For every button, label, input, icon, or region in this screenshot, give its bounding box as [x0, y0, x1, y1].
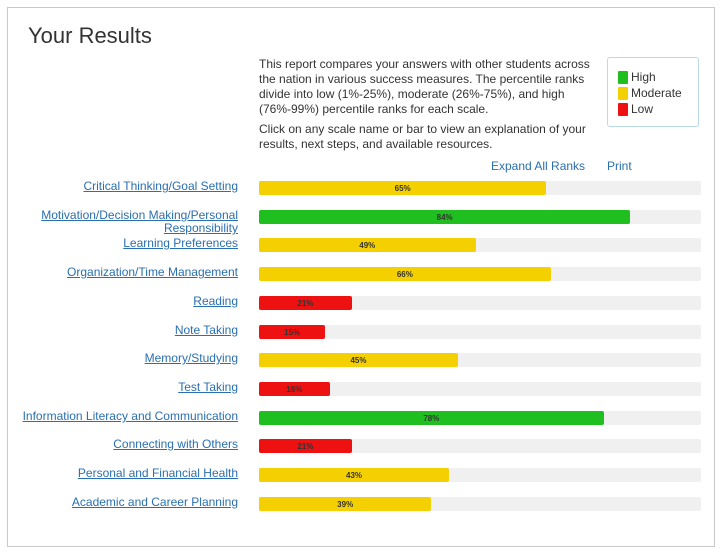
legend-swatch-low [618, 102, 628, 116]
scale-bar-fill[interactable]: 21% [259, 439, 352, 453]
scale-percent-label: 66% [396, 269, 413, 279]
scale-name-link[interactable]: Learning Preferences [123, 236, 238, 250]
scale-bar-fill[interactable]: 43% [259, 468, 450, 482]
scale-percent-label: 45% [350, 355, 367, 365]
scale-bar-fill[interactable]: 39% [259, 497, 432, 511]
scale-name-link[interactable]: Note Taking [174, 323, 238, 337]
scale-name-link[interactable]: Critical Thinking/Goal Setting [83, 179, 238, 193]
legend-swatch-high [618, 70, 628, 84]
scale-row: Motivation/Decision Making/Personal Resp… [8, 203, 716, 235]
scale-name-link[interactable]: Reading [193, 294, 238, 308]
scale-percent-label: 65% [394, 183, 411, 193]
intro-paragraph-1: This report compares your answers with o… [259, 57, 590, 116]
page-title: Your Results [28, 23, 152, 48]
legend: High Moderate Low [607, 57, 699, 127]
scale-row: Reading 21% [8, 289, 716, 317]
scale-bar-track[interactable]: 15% [259, 325, 701, 339]
scale-bar-track[interactable]: 49% [259, 238, 701, 252]
scale-row: Learning Preferences 49% [8, 231, 716, 259]
scale-row: Academic and Career Planning 39% [8, 490, 716, 518]
scale-row: Note Taking 15% [8, 318, 716, 346]
scale-name-link[interactable]: Connecting with Others [113, 437, 238, 451]
scale-name-link[interactable]: Information Literacy and Communication [22, 409, 238, 423]
scale-percent-label: 21% [297, 441, 314, 451]
scale-bar-fill[interactable]: 15% [259, 325, 326, 339]
legend-item-moderate: Moderate [618, 85, 698, 101]
scale-name-link[interactable]: Organization/Time Management [67, 265, 238, 279]
legend-label-high: High [631, 70, 656, 84]
scale-name-link[interactable]: Academic and Career Planning [71, 495, 238, 509]
scale-name-link[interactable]: Memory/Studying [144, 351, 238, 365]
results-panel: Your Results This report compares your a… [7, 7, 715, 547]
scale-bar-fill[interactable]: 16% [259, 382, 330, 396]
scale-bar-track[interactable]: 66% [259, 267, 701, 281]
intro-paragraph-2: Click on any scale name or bar to view a… [259, 122, 586, 151]
scale-name-link[interactable]: Test Taking [178, 380, 238, 394]
scale-row: Information Literacy and Communication 78… [8, 404, 716, 432]
scale-bar-track[interactable]: 45% [259, 353, 701, 367]
scale-row: Connecting with Others 21% [8, 432, 716, 460]
scale-bar-track[interactable]: 21% [259, 439, 701, 453]
legend-label-moderate: Moderate [631, 86, 682, 100]
scale-row: Memory/Studying 45% [8, 346, 716, 374]
legend-label-low: Low [631, 102, 654, 116]
scale-bar-fill[interactable]: 84% [259, 210, 631, 224]
scale-percent-label: 16% [286, 384, 303, 394]
scale-percent-label: 39% [337, 499, 354, 509]
scale-row: Test Taking 16% [8, 375, 716, 403]
scale-bar-track[interactable]: 78% [259, 411, 701, 425]
scale-bar-fill[interactable]: 49% [259, 238, 476, 252]
scale-name-link[interactable]: Personal and Financial Health [77, 466, 238, 480]
legend-swatch-moderate [618, 86, 628, 100]
scale-bar-fill[interactable]: 66% [259, 267, 551, 281]
legend-item-high: High [618, 69, 698, 85]
scale-bar-track[interactable]: 84% [259, 210, 701, 224]
scale-row: Organization/Time Management 66% [8, 260, 716, 288]
scale-bar-track[interactable]: 16% [259, 382, 701, 396]
legend-item-low: Low [618, 101, 698, 117]
scale-bar-fill[interactable]: 65% [259, 181, 547, 195]
scale-percent-label: 84% [436, 212, 453, 222]
scale-row: Personal and Financial Health 43% [8, 461, 716, 489]
scale-bar-track[interactable]: 21% [259, 296, 701, 310]
scale-bar-fill[interactable]: 45% [259, 353, 458, 367]
scale-percent-label: 15% [284, 327, 301, 337]
scale-bar-track[interactable]: 65% [259, 181, 701, 195]
intro-text: This report compares your answers with o… [259, 57, 599, 157]
print-link[interactable]: Print [607, 159, 632, 173]
scale-percent-label: 43% [346, 470, 363, 480]
scale-bar-track[interactable]: 39% [259, 497, 701, 511]
scale-bar-fill[interactable]: 78% [259, 411, 604, 425]
expand-all-ranks-link[interactable]: Expand All Ranks [491, 159, 586, 173]
scale-row: Critical Thinking/Goal Setting 65% [8, 174, 716, 202]
scale-percent-label: 49% [359, 240, 376, 250]
scale-bar-fill[interactable]: 21% [259, 296, 352, 310]
scale-name-link[interactable]: Motivation/Decision Making/Personal Resp… [41, 208, 238, 235]
scale-percent-label: 21% [297, 298, 314, 308]
scale-bar-track[interactable]: 43% [259, 468, 701, 482]
scale-percent-label: 78% [423, 413, 440, 423]
